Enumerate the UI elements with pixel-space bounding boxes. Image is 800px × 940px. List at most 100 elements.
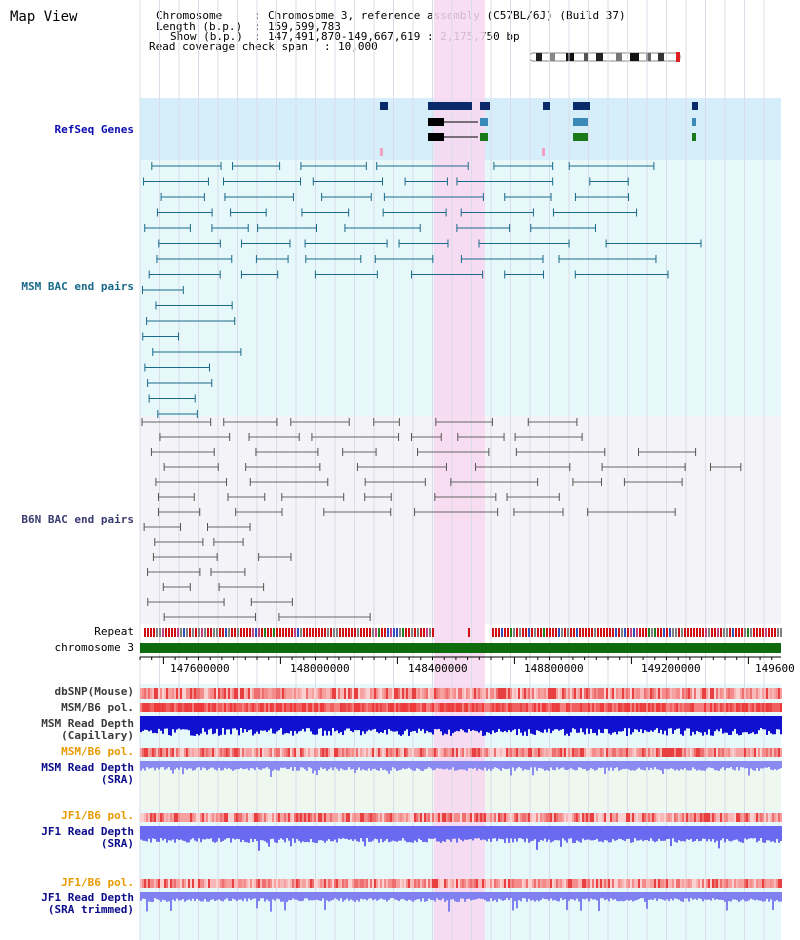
depth-bar bbox=[396, 826, 398, 842]
heat-cell bbox=[390, 879, 392, 888]
heat-cell bbox=[506, 688, 508, 699]
repeat-mark bbox=[723, 628, 725, 637]
heat-cell bbox=[242, 879, 244, 888]
heat-cell bbox=[516, 748, 518, 757]
heat-cell bbox=[764, 703, 766, 712]
heat-cell bbox=[676, 879, 678, 888]
msm-b6-pol-sra-label[interactable]: MSM/B6 pol. bbox=[61, 745, 134, 758]
depth-bar bbox=[332, 892, 334, 900]
jf1-read-depth-trimmed-label[interactable]: JF1 Read Depth (SRA trimmed) bbox=[41, 892, 134, 916]
depth-bar bbox=[754, 826, 756, 839]
depth-bar bbox=[466, 892, 468, 900]
depth-bar bbox=[390, 892, 392, 899]
heat-cell bbox=[588, 879, 590, 888]
length-key: Length (b.p.) bbox=[156, 20, 243, 33]
msm-read-depth-capillary-label[interactable]: MSM Read Depth (Capillary) bbox=[41, 718, 134, 742]
jf1-read-depth-label[interactable]: JF1 Read Depth (SRA) bbox=[41, 826, 134, 850]
heat-cell bbox=[624, 813, 626, 822]
heat-cell bbox=[378, 688, 380, 699]
depth-bar bbox=[182, 761, 184, 775]
depth-bar bbox=[344, 761, 346, 771]
depth-bar bbox=[646, 761, 648, 768]
heat-cell bbox=[380, 813, 382, 822]
heat-cell bbox=[512, 688, 514, 699]
depth-bar bbox=[536, 892, 538, 901]
depth-bar bbox=[144, 761, 146, 771]
heat-cell bbox=[584, 703, 586, 712]
heat-cell bbox=[722, 688, 724, 699]
heat-cell bbox=[554, 703, 556, 712]
depth-bar bbox=[596, 716, 598, 736]
repeat-mark bbox=[342, 628, 344, 637]
heat-cell bbox=[620, 703, 622, 712]
heat-cell bbox=[718, 688, 720, 699]
depth-bar bbox=[648, 892, 650, 900]
depth-bar bbox=[612, 892, 614, 900]
heat-cell bbox=[622, 813, 624, 822]
heat-cell bbox=[616, 703, 618, 712]
depth-bar bbox=[476, 892, 478, 900]
repeat-mark bbox=[729, 628, 731, 637]
repeat-mark bbox=[282, 628, 284, 637]
repeat-mark bbox=[633, 628, 635, 637]
depth-bar bbox=[586, 761, 588, 771]
heat-cell bbox=[488, 879, 490, 888]
heat-cell bbox=[346, 813, 348, 822]
depth-bar bbox=[256, 716, 258, 732]
heat-cell bbox=[168, 813, 170, 822]
heat-cell bbox=[488, 703, 490, 712]
depth-bar bbox=[778, 826, 780, 843]
depth-bar bbox=[724, 892, 726, 902]
heat-cell bbox=[690, 688, 692, 699]
dbsnp-label[interactable]: dbSNP(Mouse) bbox=[54, 685, 134, 698]
b6n-bac-end-pairs-label[interactable]: B6N BAC end pairs bbox=[21, 513, 134, 526]
heat-cell bbox=[194, 879, 196, 888]
heat-cell bbox=[548, 813, 550, 822]
depth-bar bbox=[268, 892, 270, 902]
heat-cell bbox=[720, 879, 722, 888]
heat-cell bbox=[298, 688, 300, 699]
heat-cell bbox=[164, 813, 166, 822]
depth-bar bbox=[346, 716, 348, 729]
depth-bar bbox=[390, 716, 392, 731]
msm-b6-pol-label[interactable]: MSM/B6 pol. bbox=[61, 701, 134, 714]
depth-bar bbox=[202, 826, 204, 840]
refseq-genes-label[interactable]: RefSeq Genes bbox=[54, 123, 134, 136]
jf1-b6-pol-label[interactable]: JF1/B6 pol. bbox=[61, 809, 134, 822]
heat-cell bbox=[758, 748, 760, 757]
depth-bar bbox=[192, 892, 194, 899]
depth-bar bbox=[400, 892, 402, 900]
depth-bar bbox=[706, 826, 708, 842]
repeat-mark bbox=[681, 628, 683, 637]
heat-cell bbox=[758, 879, 760, 888]
heat-cell bbox=[196, 748, 198, 757]
heat-cell bbox=[504, 703, 506, 712]
depth-bar bbox=[338, 892, 340, 901]
heat-cell bbox=[596, 688, 598, 699]
heat-cell bbox=[660, 748, 662, 757]
jf1-b6-pol-trimmed-label[interactable]: JF1/B6 pol. bbox=[61, 876, 134, 889]
heat-cell bbox=[286, 813, 288, 822]
heat-cell bbox=[546, 879, 548, 888]
heat-cell bbox=[770, 879, 772, 888]
repeat-mark bbox=[414, 628, 416, 637]
heat-cell bbox=[408, 688, 410, 699]
chromosome-ideogram[interactable] bbox=[530, 52, 682, 62]
heat-cell bbox=[674, 748, 676, 757]
heat-cell bbox=[532, 748, 534, 757]
msm-bac-end-pairs-label[interactable]: MSM BAC end pairs bbox=[21, 280, 134, 293]
heat-cell bbox=[298, 748, 300, 757]
depth-bar bbox=[152, 892, 154, 902]
heat-cell bbox=[546, 748, 548, 757]
depth-bar bbox=[466, 826, 468, 840]
msm-read-depth-sra-label[interactable]: MSM Read Depth (SRA) bbox=[41, 762, 134, 786]
heat-cell bbox=[582, 813, 584, 822]
depth-bar bbox=[762, 716, 764, 730]
heat-cell bbox=[690, 813, 692, 822]
heat-cell bbox=[426, 703, 428, 712]
depth-bar bbox=[744, 892, 746, 902]
depth-bar bbox=[450, 826, 452, 842]
depth-bar bbox=[232, 892, 234, 899]
depth-bar bbox=[262, 761, 264, 769]
